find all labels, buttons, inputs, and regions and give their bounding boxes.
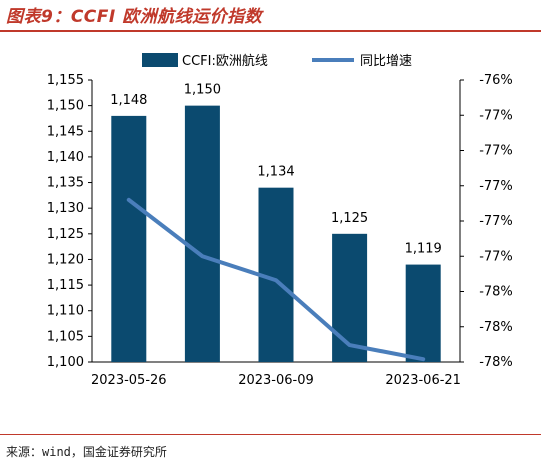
legend-swatch-bar <box>142 53 178 67</box>
figure-title: 图表9：CCFI 欧洲航线运价指数 <box>6 7 263 27</box>
bar <box>184 105 220 363</box>
y-left-tick-label: 1,150 <box>47 99 84 114</box>
y-right-tick-label: -77% <box>479 179 513 194</box>
y-left-tick-label: 1,130 <box>47 201 84 216</box>
y-left-tick-label: 1,110 <box>47 304 84 319</box>
y-left-tick-label: 1,115 <box>47 278 84 293</box>
chart: CCFI:欧洲航线 同比增速 1,1001,1051,1101,1151,1201… <box>47 53 513 388</box>
axes: 1,100 1,105 1,110 1,115 1,120 1,125 1,130 1,135… <box>47 73 513 388</box>
y-left-tick-label: 1,145 <box>47 124 84 139</box>
bar-data-label: 1,119 <box>405 242 442 257</box>
source-rule <box>0 434 541 435</box>
line-series <box>126 197 426 362</box>
y-left-tick-label: 1,155 <box>47 73 84 88</box>
y-left-tick-label: 1,140 <box>47 150 84 165</box>
x-tick-label: 2023-06-21 <box>385 373 461 388</box>
bar <box>332 233 368 362</box>
bar-data-label: 1,125 <box>331 211 368 226</box>
y-left-tick-label: 1,105 <box>47 329 84 344</box>
bar-data-label: 1,134 <box>257 165 294 180</box>
y-right-tick-label: -76% <box>479 73 513 88</box>
y-right-tick-label: -78% <box>479 355 513 370</box>
y-right-tick-label: -78% <box>479 285 513 300</box>
legend-label-bar: CCFI:欧洲航线 <box>182 53 268 69</box>
y-right-tick-label: -77% <box>479 108 513 123</box>
source-note: 来源：wind，国金证券研究所 <box>6 445 167 459</box>
yoy-line <box>126 197 426 362</box>
bar <box>405 264 441 362</box>
title-rule <box>0 30 541 32</box>
y-left-tick-label: 1,120 <box>47 252 84 267</box>
legend: CCFI:欧洲航线 同比增速 <box>142 53 412 69</box>
bar-data-label: 1,150 <box>184 83 221 98</box>
bars <box>111 105 441 363</box>
y-right-tick-label: -77% <box>479 144 513 159</box>
y-right-tick-label: -77% <box>479 249 513 264</box>
x-tick-label: 2023-05-26 <box>91 373 167 388</box>
y-left-tick-label: 1,100 <box>47 355 84 370</box>
data-labels: 1,148 1,150 1,134 1,125 1,119 <box>110 83 442 257</box>
bar <box>111 115 147 363</box>
y-left-tick-label: 1,125 <box>47 227 84 242</box>
y-right-tick-label: -77% <box>479 214 513 229</box>
legend-label-line: 同比增速 <box>360 54 412 69</box>
bar-data-label: 1,148 <box>110 93 147 108</box>
y-left-tick-label: 1,135 <box>47 176 84 191</box>
y-right-tick-label: -78% <box>479 320 513 335</box>
x-tick-label: 2023-06-09 <box>238 373 314 388</box>
